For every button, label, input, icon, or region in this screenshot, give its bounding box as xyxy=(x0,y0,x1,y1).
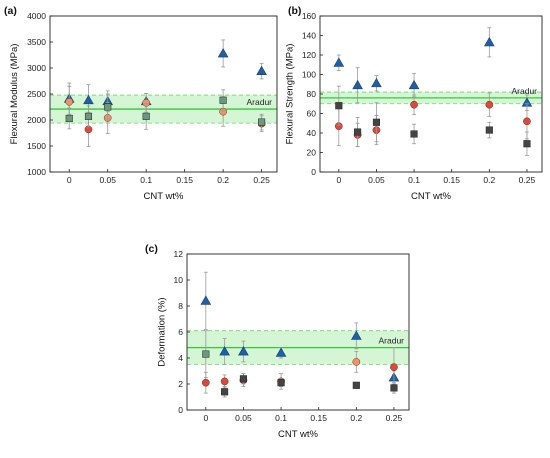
y-tick-label: 2000 xyxy=(27,115,46,125)
y-tick-label: 1000 xyxy=(27,167,46,177)
triangle-point xyxy=(219,346,230,356)
x-tick-label: 0.1 xyxy=(275,413,287,423)
x-tick-label: 0.25 xyxy=(519,175,536,185)
y-axis-title: Deformation (%) xyxy=(157,297,168,366)
y-tick-label: 3500 xyxy=(27,37,46,47)
x-tick-label: 0.05 xyxy=(99,175,116,185)
triangle-point xyxy=(351,330,362,340)
x-tick-label: 0.1 xyxy=(140,175,152,185)
y-tick-label: 160 xyxy=(302,11,316,21)
y-tick-label: 8 xyxy=(178,301,183,311)
y-tick-label: 12 xyxy=(174,249,184,259)
x-tick-label: 0.25 xyxy=(253,175,270,185)
circle-point xyxy=(523,117,531,126)
y-tick-label: 40 xyxy=(307,128,317,138)
triangle-point xyxy=(256,65,267,76)
circle-point xyxy=(201,378,210,387)
x-tick-label: 0.1 xyxy=(408,175,420,185)
triangle-point xyxy=(275,347,287,357)
x-tick-label: 0.2 xyxy=(217,175,229,185)
square-point xyxy=(523,140,531,148)
y-tick-label: 60 xyxy=(307,109,317,119)
y-tick-label: 140 xyxy=(302,31,316,41)
y-tick-label: 100 xyxy=(302,70,316,80)
y-tick-label: 4000 xyxy=(27,11,46,21)
x-tick-label: 0.15 xyxy=(176,175,193,185)
x-tick-label: 0.05 xyxy=(235,413,252,423)
x-tick-label: 0.15 xyxy=(443,175,460,185)
square-point xyxy=(390,384,398,392)
y-tick-label: 20 xyxy=(307,148,317,158)
y-tick-label: 0 xyxy=(178,405,183,415)
square-point xyxy=(84,112,93,120)
y-tick-label: 1500 xyxy=(27,141,46,151)
square-point xyxy=(485,126,493,134)
square-point xyxy=(219,96,227,104)
square-point xyxy=(335,102,343,110)
triangle-point xyxy=(333,57,345,67)
triangle-point xyxy=(408,79,420,90)
panel-label: (b) xyxy=(288,5,301,17)
x-tick-label: 0.25 xyxy=(386,413,403,423)
circle-point xyxy=(65,97,74,106)
panel-label: (c) xyxy=(145,243,158,255)
square-point xyxy=(277,379,285,387)
square-point xyxy=(372,118,380,126)
square-point xyxy=(104,103,112,111)
x-axis-title: CNT wt% xyxy=(278,429,318,440)
y-tick-label: 6 xyxy=(178,327,183,337)
circle-point xyxy=(390,363,398,371)
triangle-point xyxy=(217,48,229,58)
square-point xyxy=(352,381,360,389)
circle-point xyxy=(220,377,229,386)
panel-2: Aradur 0 0.05 0.1 0.15 0.2 0.25 0 2 4 6 8 10 12 CNT wt… xyxy=(145,243,410,440)
x-tick-label: 0.15 xyxy=(310,413,327,423)
panel-label: (a) xyxy=(4,5,17,17)
reference-label: Aradur xyxy=(378,336,404,346)
y-tick-label: 10 xyxy=(174,275,184,285)
y-tick-label: 80 xyxy=(307,89,317,99)
square-point xyxy=(354,128,362,136)
triangle-point xyxy=(484,36,495,47)
y-tick-label: 120 xyxy=(302,50,316,60)
reference-label: Aradur xyxy=(511,86,537,96)
square-point xyxy=(410,130,418,138)
x-axis-title: CNT wt% xyxy=(144,191,184,202)
triangle-point xyxy=(371,77,382,88)
square-point xyxy=(142,112,150,120)
triangle-point xyxy=(352,79,363,90)
square-point xyxy=(202,350,210,358)
circle-point xyxy=(410,100,418,109)
y-axis-title: Flexural Strength (MPa) xyxy=(284,44,295,145)
reference-label: Aradur xyxy=(246,97,272,107)
x-tick-label: 0 xyxy=(203,413,208,423)
y-tick-label: 3000 xyxy=(27,63,46,73)
x-tick-label: 0.2 xyxy=(483,175,495,185)
square-point xyxy=(239,375,247,383)
square-point xyxy=(65,114,73,122)
x-tick-label: 0 xyxy=(67,175,72,185)
x-tick-label: 0.2 xyxy=(350,413,362,423)
panel-1: Aradur 0 0.05 0.1 0.15 0.2 0.25 0 20 40 60 80 100 120… xyxy=(284,5,543,202)
y-tick-label: 0 xyxy=(311,167,316,177)
y-axis-title: Flexural Modulus (MPa) xyxy=(9,44,20,145)
y-tick-label: 2 xyxy=(178,379,183,389)
panel-0: Aradur 0 0.05 0.1 0.15 0.2 0.25 1000 1500 2000 250… xyxy=(4,5,278,202)
x-tick-label: 0.05 xyxy=(368,175,385,185)
square-point xyxy=(258,118,266,126)
triangle-point xyxy=(238,346,249,356)
y-tick-label: 2500 xyxy=(27,89,46,99)
y-tick-label: 4 xyxy=(178,353,183,363)
circle-point xyxy=(352,358,361,366)
x-axis-title: CNT wt% xyxy=(411,191,451,202)
x-tick-label: 0 xyxy=(336,175,341,185)
triangle-point xyxy=(83,94,94,105)
plot-frame xyxy=(49,15,278,173)
square-point xyxy=(221,388,229,396)
circle-point xyxy=(485,100,494,109)
triangle-point xyxy=(200,295,212,305)
